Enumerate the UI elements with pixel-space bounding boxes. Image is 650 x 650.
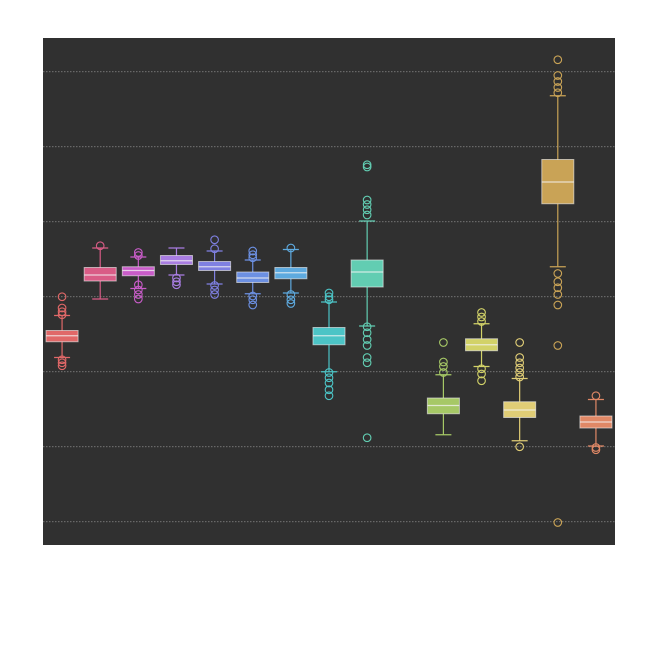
outlier [210,235,219,245]
outlier [362,353,372,362]
outlier [515,353,525,362]
outlier [362,322,372,332]
outlier [133,294,143,304]
outlier [172,273,181,283]
outlier [591,445,601,455]
outlier [324,295,334,305]
box [159,255,193,265]
outlier [553,83,563,92]
outlier [553,300,563,310]
outlier [439,338,448,347]
outlier [439,368,448,377]
outlier [477,376,486,386]
outlier [553,290,563,299]
outlier [515,372,525,382]
outlier [553,518,563,527]
outlier [477,312,486,322]
outlier [172,277,181,287]
outlier [210,244,219,254]
outlier [57,307,67,317]
outlier [591,391,601,401]
outlier [362,335,372,344]
outlier [172,280,181,290]
outlier [553,277,563,287]
outlier [133,285,143,295]
outlier [210,285,219,295]
outlier [515,368,525,377]
outlier [362,341,372,350]
outlier [57,358,67,368]
outlier [324,368,334,377]
outlier [286,290,296,299]
outlier [591,443,601,452]
box [198,261,232,271]
outlier [477,317,486,326]
outlier [439,357,448,367]
outlier [362,358,372,368]
outlier [553,88,563,98]
outlier [553,269,563,278]
outlier [362,160,372,170]
outlier [362,162,372,172]
outlier [248,246,258,256]
outlier [95,241,105,251]
outlier [553,71,563,80]
outlier [210,281,219,290]
outlier [515,442,525,452]
outlier [439,362,448,371]
outlier [286,299,296,308]
outlier [362,210,372,220]
outlier [324,385,334,395]
outlier [362,433,372,443]
box [83,267,117,282]
outlier [477,364,486,374]
outlier [57,361,67,371]
outlier [515,338,525,347]
outlier [477,308,486,317]
outlier [248,295,258,305]
outlier [515,358,525,368]
outlier [515,363,525,373]
outlier [248,291,258,301]
plot-area [43,38,615,545]
outlier [57,310,67,320]
outlier [248,250,258,260]
outlier [133,251,143,260]
outlier [553,341,563,350]
outlier [57,303,67,313]
box [350,259,384,288]
box [121,266,155,277]
outlier [133,290,143,299]
outlier [324,373,334,383]
outlier [324,288,334,298]
outlier [248,300,258,310]
outlier [362,205,372,215]
outlier [57,355,67,365]
outlier [210,290,219,299]
outlier [324,378,334,388]
outlier [477,369,486,379]
outlier [324,391,334,401]
outlier [553,77,563,86]
outlier [362,328,372,338]
outlier [286,243,296,253]
outlier [362,195,372,205]
outlier [133,280,143,290]
box [236,271,270,283]
outlier [57,292,67,302]
outlier [286,295,296,305]
outlier [553,283,563,293]
outlier [553,55,563,65]
outlier [362,200,372,209]
outlier [248,253,258,263]
outlier [324,292,334,302]
outlier [133,248,143,257]
